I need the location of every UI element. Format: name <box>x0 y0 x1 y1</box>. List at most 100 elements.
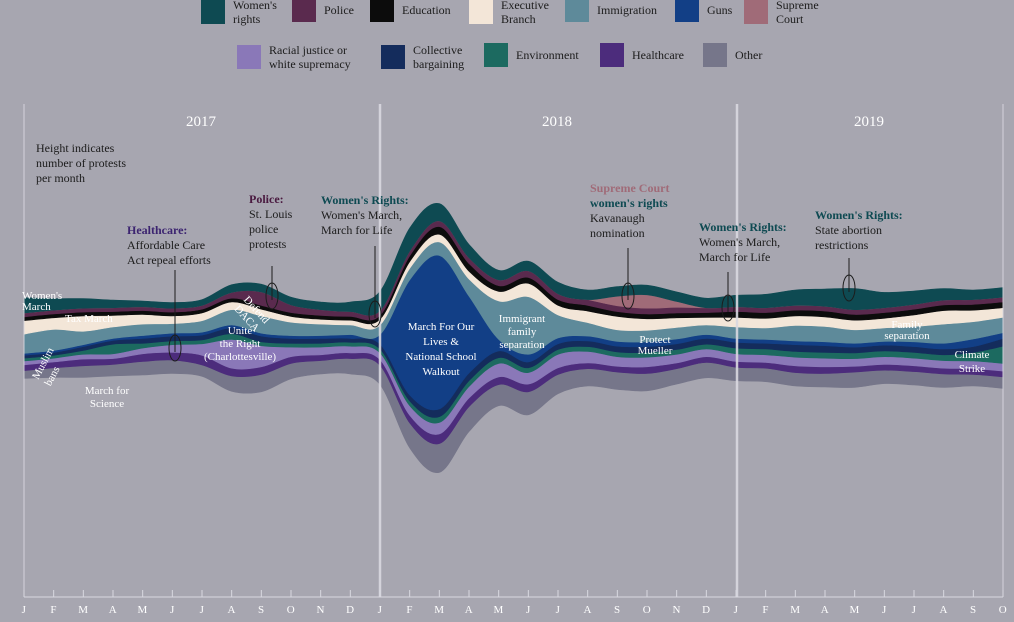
legend-swatch <box>600 43 624 67</box>
month-label: J <box>734 604 739 616</box>
annotation-body: Affordable Care Act repeal efforts <box>127 238 211 267</box>
month-label: O <box>643 604 651 616</box>
annotation: Women's Rights:State abortion restriction… <box>815 208 903 302</box>
annotation-body-line: Women's March, <box>699 235 780 249</box>
legend-item: Collective bargaining <box>381 43 464 71</box>
month-label: D <box>702 604 710 616</box>
legend-item: Women's rights <box>201 0 277 26</box>
event-label-line: separation <box>499 339 545 351</box>
legend-swatch <box>292 0 316 22</box>
year-labels: 2017 2018 2019 <box>186 114 884 130</box>
legend-item: Executive Branch <box>469 0 549 26</box>
event-label-line: Science <box>90 398 124 410</box>
event-label: Tax March <box>65 313 113 325</box>
month-label: J <box>912 604 917 616</box>
annotation-body: Women's March, March for Life <box>699 235 780 264</box>
annotation-body: Women's March, March for Life <box>321 208 402 237</box>
month-label: M <box>78 604 88 616</box>
month-label: J <box>170 604 175 616</box>
month-label: A <box>821 604 829 616</box>
legend-item: Police <box>292 0 354 22</box>
annotation-marker <box>265 282 279 310</box>
legend-item: Racial justice or white supremacy <box>237 43 351 71</box>
event-label: March For Our Lives & National School Walko… <box>405 321 476 378</box>
month-label: M <box>434 604 444 616</box>
legend-label: Immigration <box>597 3 657 17</box>
annotation: Healthcare:Affordable Care Act repeal eff… <box>127 223 211 362</box>
event-label: Protect Mueller <box>638 334 673 357</box>
annotation-body-line: protests <box>249 237 287 251</box>
annotation-head: Women's Rights: <box>321 193 409 207</box>
month-label: F <box>50 604 57 616</box>
month-label: F <box>762 604 769 616</box>
month-label: A <box>583 604 591 616</box>
annotation: Women's Rights:Women's March, March for L… <box>699 220 787 322</box>
legend-label: Supreme Court <box>776 0 819 26</box>
legend-swatch <box>237 45 261 69</box>
annotation-head: Women's Rights: <box>815 208 903 222</box>
annotation-body: State abortion restrictions <box>815 223 882 252</box>
annotation-body-line: Affordable Care <box>127 238 205 252</box>
annotation-head: Healthcare: <box>127 223 187 237</box>
legend-swatch <box>381 45 405 69</box>
legend-label: Police <box>324 3 354 17</box>
event-label: Immigrant family separation <box>499 313 545 351</box>
legend-swatch <box>703 43 727 67</box>
legend-item: Education <box>370 0 451 22</box>
month-label: O <box>999 604 1007 616</box>
event-label-line: Strike <box>959 363 985 375</box>
month-label: F <box>406 604 413 616</box>
annotation-body-line: Act repeal efforts <box>127 253 211 267</box>
annotation-head: Police: <box>249 192 284 206</box>
event-label-line: March <box>22 301 51 313</box>
legend-label: Guns <box>707 3 733 17</box>
month-label: M <box>494 604 504 616</box>
legend-label: Racial justice or white supremacy <box>269 43 351 71</box>
legend-swatch <box>744 0 768 24</box>
event-label-line: Mueller <box>638 345 673 357</box>
annotation-body-line: police <box>249 222 278 236</box>
event-label-line: Immigrant <box>499 313 545 325</box>
legend-label: Environment <box>516 48 579 62</box>
annotation-marker <box>721 294 735 322</box>
annotation-body-line: Kavanaugh <box>590 211 645 225</box>
month-label: M <box>850 604 860 616</box>
annotation-head: Supreme Court <box>590 181 669 195</box>
annotation-body-line: State abortion <box>815 223 882 237</box>
month-label: J <box>882 604 887 616</box>
legend-item: Immigration <box>565 0 657 22</box>
legend-label: Collective bargaining <box>413 43 465 71</box>
legend-swatch <box>484 43 508 67</box>
chart-description-text: Height indicates number of protests per mo… <box>36 141 126 185</box>
month-label: M <box>138 604 148 616</box>
month-label: S <box>970 604 977 616</box>
event-label-line: Unite <box>228 325 253 337</box>
annotation-body-line: restrictions <box>815 238 869 252</box>
chart-description-text-line: number of protests <box>36 156 126 170</box>
legend-label: Executive Branch <box>501 0 549 26</box>
legend-item: Healthcare <box>600 43 684 67</box>
month-label: A <box>227 604 235 616</box>
legend-item: Guns <box>675 0 732 22</box>
month-label: S <box>614 604 621 616</box>
month-label: J <box>556 604 561 616</box>
event-label-line: National School <box>405 351 476 363</box>
legend-item: Environment <box>484 43 579 67</box>
event-label-line: the Right <box>220 338 261 350</box>
annotation-body-line: March for Life <box>699 250 770 264</box>
event-label-line: Tax March <box>65 313 113 325</box>
year-dividers <box>23 104 1004 598</box>
chart-description: Height indicates number of protests per mo… <box>36 141 126 185</box>
event-label-line: March for <box>85 385 130 397</box>
legend-label: Women's rights <box>233 0 277 26</box>
annotation-marker <box>168 334 182 362</box>
month-label: J <box>22 604 27 616</box>
chart-description-text-line: Height indicates <box>36 141 115 155</box>
legend-swatch <box>370 0 394 22</box>
event-label: Women's March <box>22 290 62 313</box>
month-label: O <box>287 604 295 616</box>
legend-swatch <box>201 0 225 24</box>
